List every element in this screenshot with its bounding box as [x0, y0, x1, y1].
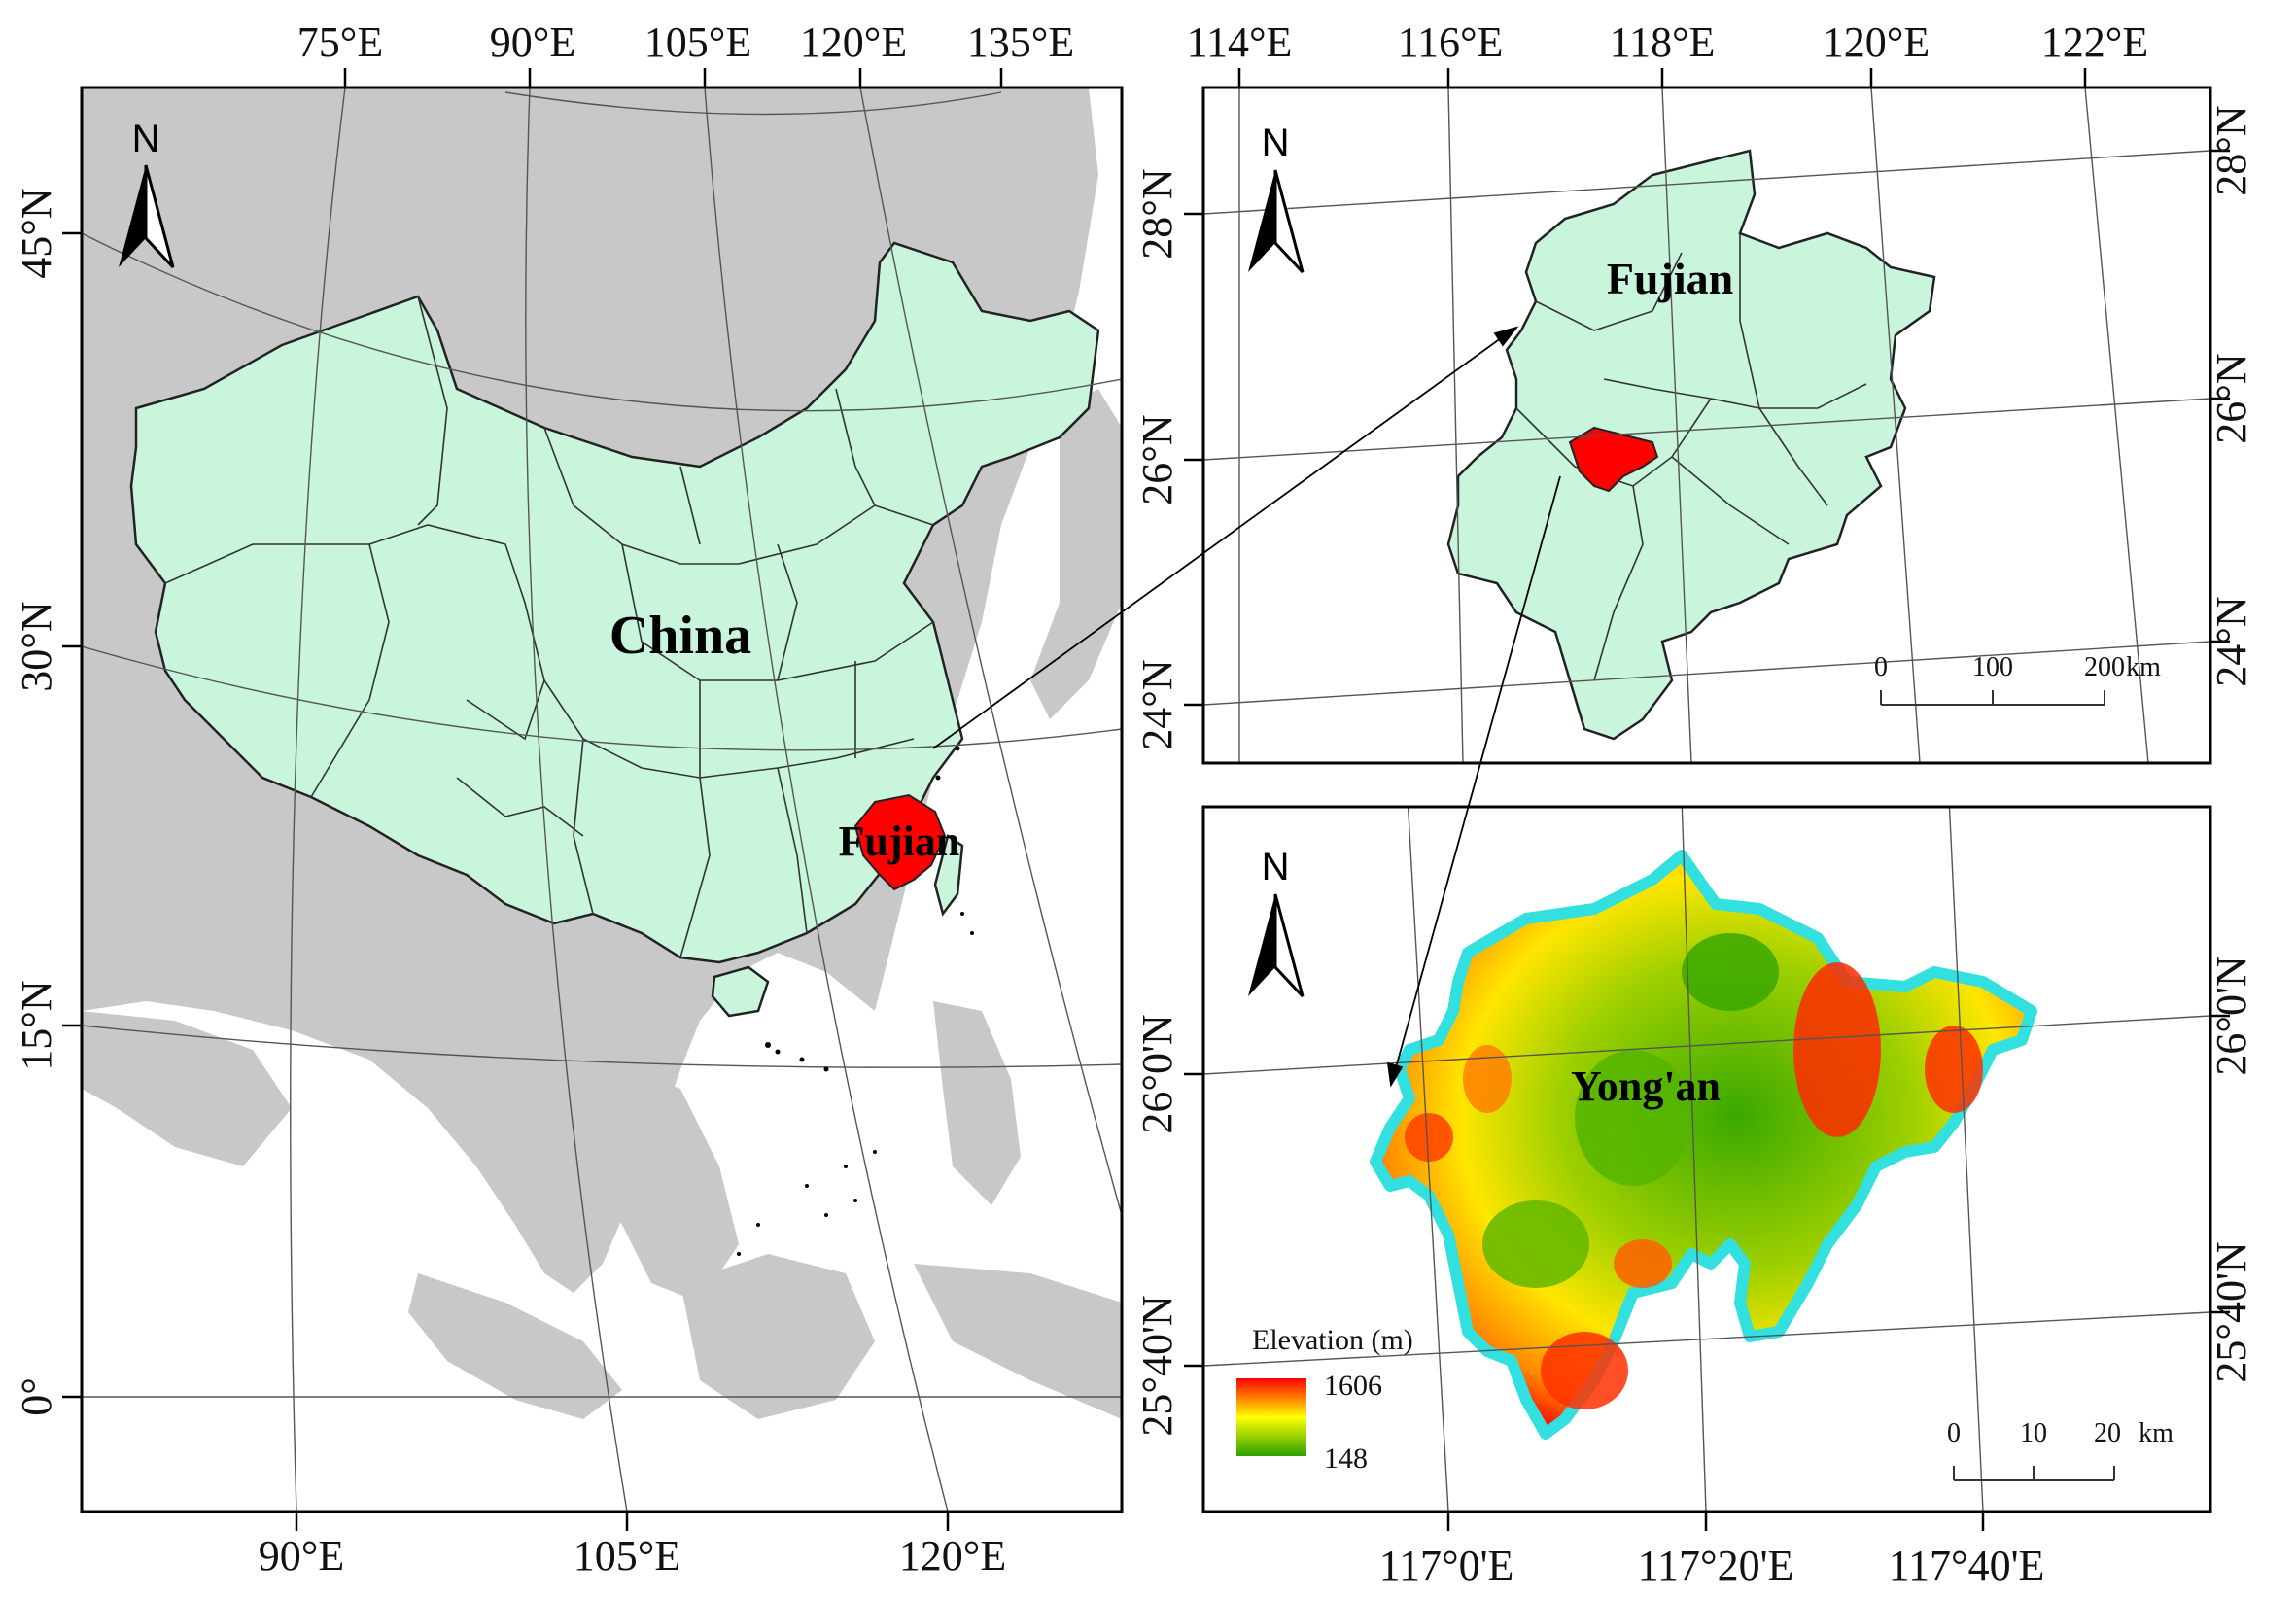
- fujian-north-arrow: N: [1248, 122, 1305, 274]
- taiwan-land: [933, 833, 964, 917]
- fujian-scale-bar: 0 100 200 km: [1874, 652, 2161, 706]
- yongan-highlands: [1405, 933, 1983, 1409]
- legend-colorbar: [1236, 1378, 1306, 1456]
- yongan-bottom-tick-1: 117°0'E: [1379, 1542, 1514, 1589]
- fujian-scale-unit: km: [2126, 652, 2161, 682]
- china-bottom-tick-3: 120°E: [899, 1532, 1006, 1580]
- yongan-scale-bar: 0 10 20 km: [1947, 1418, 2174, 1481]
- yongan-label: Yong'an: [1571, 1062, 1721, 1110]
- china-top-tick-5: 135°E: [967, 18, 1074, 66]
- japan-land: [1030, 389, 1122, 719]
- china-label: China: [609, 606, 751, 666]
- yongan-left-tick-1: 26°0'N: [1133, 1014, 1181, 1133]
- fujian-scale-100: 100: [1972, 652, 2013, 682]
- yongan-right-tick-1: 26°0'N: [2208, 956, 2255, 1075]
- fujian-to-yongan-arrowhead: [1386, 1061, 1404, 1088]
- china-panel: 75°E 90°E 105°E 120°E 135°E 90°E 105°E 1…: [13, 18, 1124, 1580]
- yongan-scale-0: 0: [1947, 1418, 1961, 1448]
- yongan-panel: Elevation (m) 1606 148 0 10 20 km 117°0'…: [1133, 805, 2255, 1589]
- fujian-top-tick-5: 122°E: [2041, 18, 2148, 66]
- china-left-tick-1: 45°N: [13, 188, 60, 278]
- yongan-north-label: N: [1262, 846, 1290, 888]
- china-fujian-label: Fujian: [839, 817, 960, 865]
- legend-title: Elevation (m): [1252, 1324, 1413, 1356]
- china-top-tick-1: 75°E: [297, 18, 383, 66]
- hainan-land: [711, 965, 770, 1018]
- fujian-to-yongan-arrow: [1394, 475, 1561, 1072]
- china-bottom-tick-2: 105°E: [574, 1532, 680, 1580]
- borneo-land: [680, 1254, 875, 1419]
- fujian-tick-marks: [1184, 68, 2230, 707]
- china-land: [129, 241, 1100, 964]
- fujian-graticule: [1203, 87, 2210, 763]
- china-islands: [737, 746, 974, 1256]
- fujian-city-borders: [1515, 233, 1867, 681]
- fujian-top-tick-3: 118°E: [1610, 18, 1716, 66]
- fujian-right-tick-2: 26°N: [2208, 353, 2255, 443]
- connector-arrows: [932, 326, 1561, 1088]
- yongan-north-arrow: N: [1248, 846, 1305, 998]
- indochina-land: [544, 1050, 739, 1303]
- yongan-bottom-tick-2: 117°20'E: [1638, 1542, 1794, 1589]
- yongan-scale-10: 10: [2020, 1418, 2047, 1448]
- china-left-tick-3: 15°N: [13, 980, 60, 1070]
- india-land: [82, 1011, 292, 1166]
- fujian-left-tick-2: 26°N: [1133, 414, 1181, 504]
- china-graticule: [82, 87, 1122, 1512]
- fujian-right-tick-1: 28°N: [2208, 105, 2255, 195]
- fujian-scale-200: 200: [2084, 652, 2125, 682]
- china-north-arrow: N: [119, 118, 175, 269]
- yongan-scale-20: 20: [2094, 1418, 2121, 1448]
- yongan-left-tick-2: 25°40'N: [1133, 1295, 1181, 1436]
- yongan-legend: Elevation (m) 1606 148: [1236, 1324, 1413, 1475]
- fujian-scale-0: 0: [1874, 652, 1888, 682]
- yongan-bottom-tick-3: 117°40'E: [1889, 1542, 2045, 1589]
- china-province-borders: [164, 296, 934, 958]
- fujian-top-tick-2: 116°E: [1398, 18, 1504, 66]
- china-fujian-highlight: [853, 793, 947, 891]
- yongan-graticule: [1203, 807, 2210, 1512]
- philippines-land: [933, 1001, 1021, 1205]
- yongan-tick-marks: [1184, 1014, 2230, 1531]
- fujian-province: [1446, 149, 1936, 741]
- china-tick-marks: [62, 68, 1003, 1531]
- yongan-scale-unit: km: [2139, 1418, 2174, 1448]
- china-to-fujian-arrow: [932, 334, 1506, 749]
- china-frame: [80, 86, 1124, 1513]
- china-to-fujian-arrowhead: [1493, 326, 1519, 347]
- fujian-north-label: N: [1262, 122, 1290, 164]
- indonesia-land: [408, 1273, 622, 1419]
- fujian-panel: 0 100 200 km 114°E 116°E 118°E 120°E 122…: [1133, 18, 2255, 765]
- fujian-label: Fujian: [1607, 254, 1733, 303]
- china-bottom-tick-1: 90°E: [259, 1532, 344, 1580]
- fujian-yongan-highlight: [1568, 426, 1659, 493]
- china-top-tick-4: 120°E: [800, 18, 907, 66]
- fujian-right-tick-3: 24°N: [2208, 596, 2255, 686]
- china-top-tick-2: 90°E: [490, 18, 575, 66]
- fujian-left-tick-3: 24°N: [1133, 659, 1181, 749]
- legend-max: 1606: [1324, 1370, 1382, 1402]
- china-left-tick-2: 30°N: [13, 601, 60, 691]
- fujian-top-tick-4: 120°E: [1823, 18, 1930, 66]
- fujian-left-tick-1: 28°N: [1133, 168, 1181, 259]
- newguinea-land: [914, 1264, 1122, 1419]
- legend-min: 148: [1324, 1443, 1368, 1475]
- china-north-label: N: [132, 118, 160, 160]
- china-top-tick-3: 105°E: [644, 18, 751, 66]
- yongan-right-tick-2: 25°40'N: [2208, 1241, 2255, 1382]
- fujian-frame: [1201, 86, 2212, 765]
- fujian-top-tick-1: 114°E: [1187, 18, 1293, 66]
- china-left-tick-4: 0°: [13, 1377, 60, 1416]
